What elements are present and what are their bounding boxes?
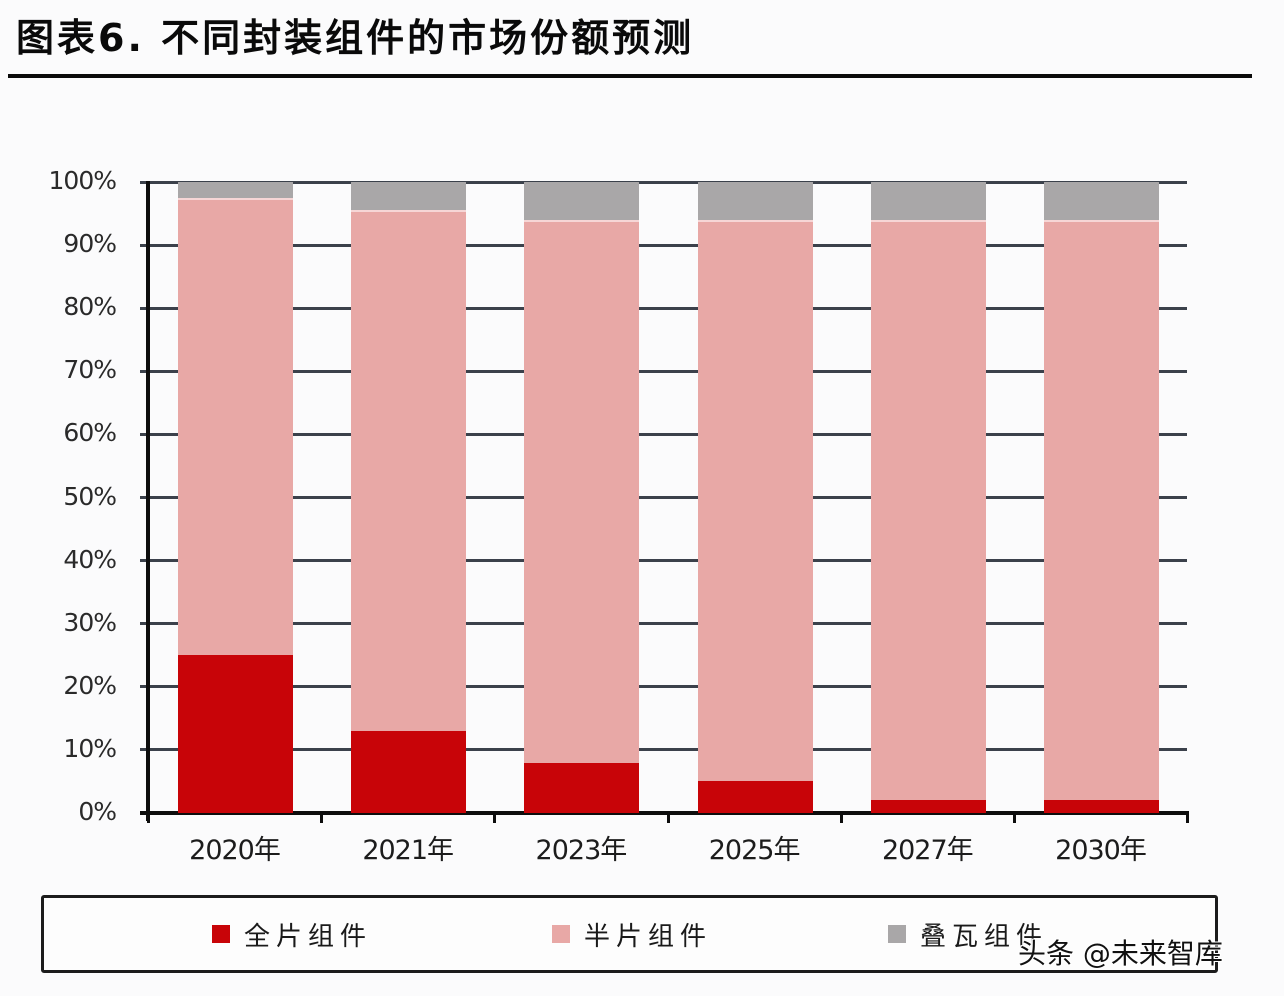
- y-tick-label: 80%: [63, 292, 117, 322]
- x-tick: [320, 813, 324, 823]
- bar-segment-half: [524, 219, 640, 763]
- bar-segment-full: [351, 730, 467, 813]
- gridline: [140, 243, 1187, 247]
- bar-segment-shingled: [524, 182, 640, 220]
- bar-segment-shingled: [178, 182, 293, 198]
- gridline: [140, 180, 1187, 184]
- gridline: [140, 685, 1187, 689]
- bar-2025年: [697, 182, 813, 813]
- y-axis: [146, 181, 150, 821]
- watermark: 头条 @未来智库: [1018, 937, 1223, 970]
- gridline: [140, 748, 1187, 752]
- gridline: [140, 306, 1187, 310]
- x-tick-label: 2020年: [189, 835, 281, 866]
- legend-label: 半片组件: [584, 921, 713, 952]
- x-tick-label: 2021年: [362, 835, 454, 866]
- x-tick: [1186, 813, 1190, 823]
- bar-2023年: [524, 182, 640, 813]
- bar-segment-half: [351, 210, 467, 731]
- y-tick-label: 30%: [63, 607, 117, 637]
- x-tick-label: 2027年: [881, 835, 974, 866]
- x-axis: [140, 811, 1189, 815]
- x-tick-label: 2030年: [1055, 835, 1147, 866]
- bar-segment-half: [697, 219, 813, 782]
- y-tick-label: 60%: [63, 418, 117, 448]
- y-tick-label: 40%: [63, 544, 117, 574]
- bar-segment-shingled: [870, 182, 986, 220]
- gridline: [140, 432, 1187, 436]
- stacked-bar-chart: 0% 10% 20% 30% 40% 50% 60% 70% 80% 90% 100% 2020年 20…: [48, 166, 1190, 866]
- y-tick-label: 100%: [48, 166, 117, 195]
- bar-2027年: [870, 182, 986, 813]
- bar-segment-shingled: [351, 182, 467, 211]
- bar-segment-full: [524, 762, 640, 813]
- legend-swatch-half: [552, 925, 570, 943]
- chart-legend: 全片组件 半片组件 叠瓦组件: [41, 895, 1218, 973]
- legend-label: 叠瓦组件: [920, 921, 1049, 952]
- bar-2030年: [1044, 182, 1159, 813]
- bar-segment-full: [870, 800, 986, 813]
- title-divider: [8, 74, 1252, 78]
- x-tick: [1013, 813, 1016, 823]
- y-tick-label: 0%: [78, 797, 117, 826]
- legend-item-full: 全片组件: [212, 918, 373, 952]
- bar-2021年: [351, 182, 467, 813]
- bar-segment-half: [178, 197, 293, 656]
- bar-segment-full: [1044, 800, 1159, 813]
- x-tick-label: 2023年: [535, 835, 628, 866]
- y-tick-label: 20%: [63, 670, 117, 700]
- x-tick: [493, 813, 497, 823]
- bar-segment-full: [697, 781, 813, 813]
- x-tick: [666, 813, 670, 823]
- gridline: [140, 496, 1187, 499]
- x-tick: [839, 813, 843, 823]
- legend-item-half: 半片组件: [552, 918, 713, 952]
- bar-segment-shingled: [697, 182, 813, 220]
- legend-swatch-full: [212, 925, 230, 943]
- legend-item-shingled: 叠瓦组件: [888, 918, 1049, 952]
- y-tick-label: 90%: [63, 229, 117, 259]
- gridline: [140, 622, 1187, 626]
- y-tick-label: 10%: [63, 733, 117, 763]
- gridline: [140, 369, 1187, 373]
- chart-title: 图表6. 不同封装组件的市场份额预测: [16, 16, 695, 60]
- x-tick: [147, 813, 150, 823]
- bar-segment-half: [870, 219, 986, 801]
- legend-swatch-shingled: [888, 925, 906, 943]
- gridline: [140, 559, 1187, 563]
- y-tick-label: 50%: [63, 481, 117, 511]
- bar-2020年: [178, 182, 293, 813]
- bar-segment-shingled: [1044, 182, 1159, 220]
- legend-label: 全片组件: [244, 921, 373, 952]
- bar-segment-half: [1044, 219, 1159, 801]
- y-tick-label: 70%: [63, 355, 117, 385]
- bar-segment-full: [178, 655, 293, 813]
- x-tick-label: 2025年: [708, 835, 801, 866]
